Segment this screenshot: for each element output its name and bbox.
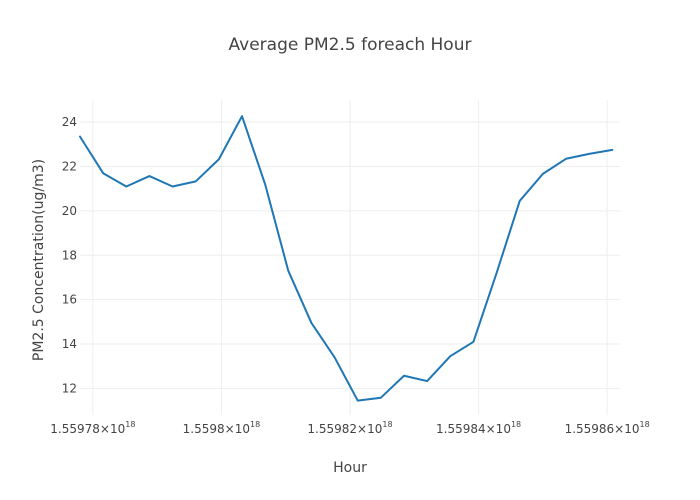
y-tick-label: 16 bbox=[62, 293, 77, 307]
x-tick-labels: 1.55978×1018 1.5598×1018 1.55982×1018 1.559… bbox=[50, 420, 649, 436]
gridlines bbox=[80, 100, 620, 415]
chart-title: Average PM2.5 foreach Hour bbox=[229, 35, 472, 55]
x-tick-label: 1.55982×1018 bbox=[307, 420, 392, 436]
y-tick-label: 18 bbox=[62, 248, 77, 262]
y-tick-label: 20 bbox=[62, 204, 77, 218]
series-line bbox=[79, 115, 614, 402]
series-layer bbox=[79, 115, 614, 402]
x-tick-label: 1.5598×1018 bbox=[183, 420, 261, 436]
x-tick-label: 1.55984×1018 bbox=[436, 420, 521, 436]
y-tick-labels: 12 14 16 18 20 22 24 bbox=[62, 115, 77, 395]
y-tick-label: 14 bbox=[62, 337, 77, 351]
x-tick-label: 1.55978×1018 bbox=[50, 420, 135, 436]
y-tick-label: 24 bbox=[62, 115, 77, 129]
x-axis-title: Hour bbox=[333, 460, 367, 476]
x-tick-label: 1.55986×1018 bbox=[565, 420, 650, 436]
y-axis-title: PM2.5 Concentration(ug/m3) bbox=[31, 159, 47, 361]
y-tick-label: 12 bbox=[62, 381, 77, 395]
y-tick-label: 22 bbox=[62, 160, 77, 174]
